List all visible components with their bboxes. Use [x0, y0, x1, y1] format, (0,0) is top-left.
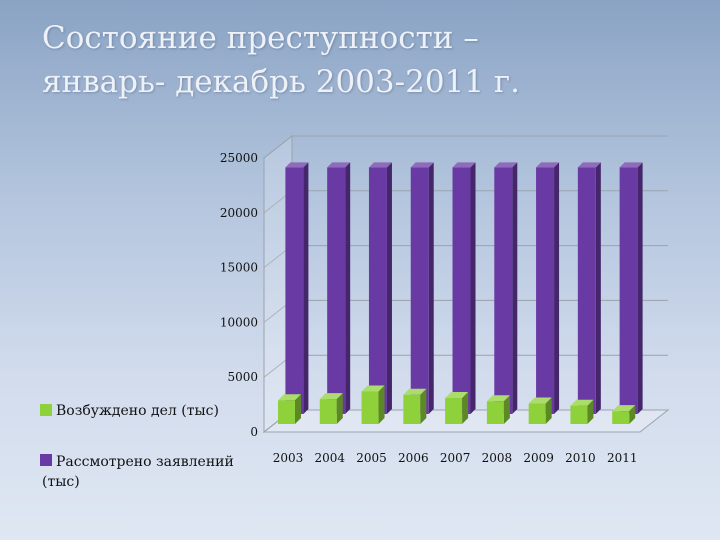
y-tick-label: 10000 — [220, 315, 258, 329]
series-1-bar — [403, 388, 427, 424]
x-tick-label: 2010 — [565, 451, 596, 465]
x-tick-label: 2003 — [273, 451, 304, 465]
series-1-bar — [612, 405, 636, 424]
y-tick-label: 25000 — [220, 151, 258, 165]
legend-label: Рассмотрено заявлений (тыс) — [42, 454, 234, 490]
series-1-bar — [486, 395, 510, 424]
x-tick-label: 2004 — [315, 451, 346, 465]
legend: Возбуждено дел (тыс) Рассмотрено заявлени… — [40, 403, 234, 490]
y-tick-label: 5000 — [227, 370, 258, 384]
series-2-bar — [452, 162, 476, 414]
series-1-bars — [278, 385, 636, 424]
x-tick-label: 2007 — [440, 451, 471, 465]
series-1-bar — [319, 393, 343, 424]
series-2-bar — [327, 162, 351, 414]
y-tick-label: 20000 — [220, 206, 258, 220]
x-tick-label: 2011 — [607, 451, 638, 465]
series-1-bar — [278, 394, 301, 424]
series-2-bar — [368, 162, 392, 414]
series-1-bar — [570, 399, 594, 424]
x-tick-label: 2006 — [398, 451, 429, 465]
x-tick-label: 2008 — [482, 451, 513, 465]
legend-item-series-1: Возбуждено дел (тыс) — [40, 403, 219, 419]
slide-title: Состояние преступности – январь- декабрь… — [42, 16, 702, 104]
series-2-bar — [494, 162, 518, 414]
gridline — [263, 135, 668, 159]
series-2-bar — [410, 162, 434, 414]
x-tick-label: 2005 — [356, 451, 387, 465]
legend-label: Возбуждено дел (тыс) — [56, 403, 219, 419]
slide-title-line-2: январь- декабрь 2003-2011 г. — [42, 64, 520, 100]
series-1-bar — [445, 392, 469, 424]
series-2-bar — [536, 162, 560, 414]
legend-swatch — [40, 404, 52, 416]
legend-swatch — [40, 454, 52, 466]
y-tick-label: 15000 — [220, 261, 258, 275]
x-tick-label: 2009 — [523, 451, 554, 465]
x-axis-ticks: 2003 2004 2005 2006 2007 2008 2009 2010 2011 — [273, 451, 638, 465]
series-2-bars — [285, 162, 643, 414]
series-1-bar — [528, 397, 552, 424]
series-1-bar — [361, 385, 385, 424]
series-2-bar — [285, 162, 309, 414]
slide-title-line-1: Состояние преступности – — [42, 20, 479, 56]
series-2-bar — [577, 162, 601, 414]
series-2-bar — [619, 162, 643, 414]
legend-item-series-2: Рассмотрено заявлений (тыс) — [40, 454, 234, 490]
y-axis-ticks: 0 5000 10000 15000 20000 25000 — [220, 151, 258, 439]
y-tick-label: 0 — [250, 425, 258, 439]
